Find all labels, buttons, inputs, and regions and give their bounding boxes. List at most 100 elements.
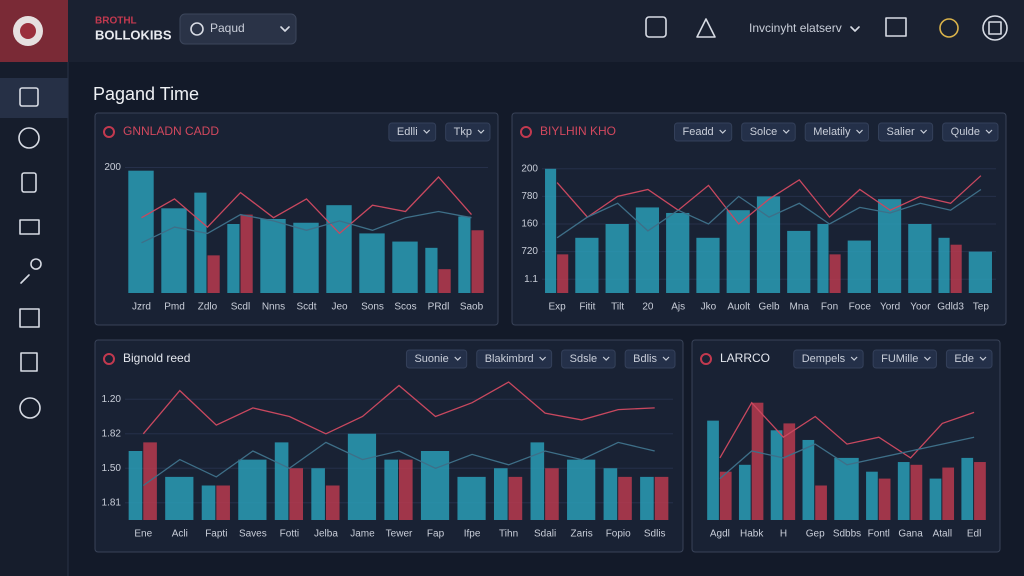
- nav-icon[interactable]: [19, 308, 40, 328]
- x-tick-label: Gep: [806, 529, 825, 540]
- bar: [866, 471, 878, 520]
- device-icon[interactable]: [885, 17, 907, 37]
- panel-control-label[interactable]: Blakimbrd: [485, 353, 534, 365]
- panel-control-label[interactable]: Bdlis: [633, 353, 657, 365]
- bar: [974, 462, 986, 520]
- panel-control-label[interactable]: Melatily: [813, 126, 851, 138]
- bar: [128, 170, 154, 293]
- bar: [635, 207, 660, 293]
- bar: [392, 241, 418, 293]
- control-arrow: [719, 129, 727, 134]
- panel-control[interactable]: [741, 122, 796, 142]
- bar: [240, 214, 253, 293]
- bar: [326, 205, 352, 293]
- panel-control-label[interactable]: Dempels: [802, 353, 846, 365]
- user-menu[interactable]: Invcinyht elatserv: [749, 21, 842, 35]
- rocket-icon[interactable]: [696, 18, 716, 38]
- panel-control[interactable]: [476, 349, 553, 369]
- x-tick-label: Jame: [350, 529, 375, 540]
- nav-icon[interactable]: [20, 352, 38, 372]
- panel-control[interactable]: [624, 349, 676, 369]
- nav-icon[interactable]: [19, 87, 39, 107]
- bar: [508, 476, 523, 520]
- x-tick-label: Tep: [973, 302, 990, 313]
- bar: [666, 212, 690, 293]
- sidebar: [0, 62, 68, 576]
- x-tick-label: Fap: [427, 529, 445, 540]
- x-tick-label: Sdlis: [644, 529, 666, 540]
- x-tick-label: Gdld3: [937, 302, 964, 313]
- panel-control[interactable]: [673, 122, 733, 142]
- line-series: [142, 441, 655, 487]
- panel-control[interactable]: [561, 349, 616, 369]
- bar: [950, 244, 962, 293]
- bar: [194, 192, 207, 293]
- bar: [961, 457, 974, 520]
- bar: [751, 402, 764, 520]
- panel-control[interactable]: [872, 349, 937, 369]
- panel-control[interactable]: [793, 349, 864, 369]
- bar: [493, 468, 508, 520]
- nav-icon[interactable]: [21, 172, 37, 193]
- panel-icon: [103, 353, 115, 365]
- user-menu-arrow: [850, 26, 860, 32]
- x-tick-label: Tilt: [611, 302, 624, 313]
- line-series: [556, 175, 982, 225]
- bar: [216, 485, 230, 520]
- panel-control[interactable]: [405, 349, 468, 369]
- panel-control-label[interactable]: Sdsle: [570, 353, 598, 365]
- bar: [938, 237, 950, 293]
- bar: [817, 224, 829, 293]
- panel-control-label[interactable]: Solce: [750, 126, 778, 138]
- x-tick-label: H: [780, 529, 787, 540]
- bar: [770, 430, 783, 520]
- x-tick-label: Fitit: [579, 302, 595, 313]
- x-tick-label: Ajs: [671, 302, 685, 313]
- panel-control[interactable]: [945, 349, 993, 369]
- panel-control[interactable]: [804, 122, 870, 142]
- panel-control-label[interactable]: Suonie: [414, 353, 448, 365]
- home-icon[interactable]: [645, 16, 667, 38]
- panel-control[interactable]: [942, 122, 999, 142]
- panel-control[interactable]: [445, 122, 491, 142]
- panel-control-label[interactable]: Qulde: [951, 126, 980, 138]
- nav-icon[interactable]: [19, 397, 41, 419]
- bar: [908, 224, 932, 293]
- panel-control-label[interactable]: FUMille: [881, 353, 918, 365]
- bar: [227, 224, 240, 293]
- nav-icon[interactable]: [20, 258, 42, 284]
- panel-icon: [103, 126, 115, 138]
- x-tick-label: Gelb: [758, 302, 780, 313]
- bar: [738, 464, 751, 520]
- bar: [847, 240, 871, 293]
- x-tick-label: Yoor: [910, 302, 931, 313]
- sidebar-active: [0, 78, 68, 118]
- panel-control-label[interactable]: Tkp: [454, 126, 472, 138]
- x-tick-label: Scdl: [231, 302, 250, 313]
- control-arrow: [477, 129, 485, 134]
- x-tick-label: Nnns: [262, 302, 285, 313]
- panel-control[interactable]: [878, 122, 934, 142]
- x-tick-label: Zdlo: [198, 302, 218, 313]
- grid-icon[interactable]: [982, 15, 1008, 41]
- panel-title: LARRCO: [720, 351, 770, 365]
- panel-control[interactable]: [388, 122, 437, 142]
- nav-icon[interactable]: [18, 127, 40, 149]
- nav-icon[interactable]: [19, 219, 40, 235]
- dropdown-label[interactable]: Paqud: [210, 21, 245, 35]
- panel-control-label[interactable]: Salier: [887, 126, 915, 138]
- panel-control-label[interactable]: Feadd: [682, 126, 713, 138]
- panel-title: Bignold reed: [123, 351, 190, 365]
- dropdown-icon: [190, 22, 204, 36]
- settings-icon[interactable]: [939, 18, 959, 38]
- x-tick-label: Habk: [740, 529, 764, 540]
- panel: [94, 112, 499, 326]
- y-tick-label: 1.50: [102, 463, 122, 474]
- dropdown[interactable]: [179, 13, 297, 45]
- panel: [691, 339, 1001, 553]
- bar: [530, 442, 545, 520]
- panel-control-label[interactable]: Ede: [954, 353, 974, 365]
- x-tick-label: Fontl: [868, 529, 890, 540]
- panel-control-label[interactable]: Edlli: [397, 126, 418, 138]
- bar: [567, 459, 596, 520]
